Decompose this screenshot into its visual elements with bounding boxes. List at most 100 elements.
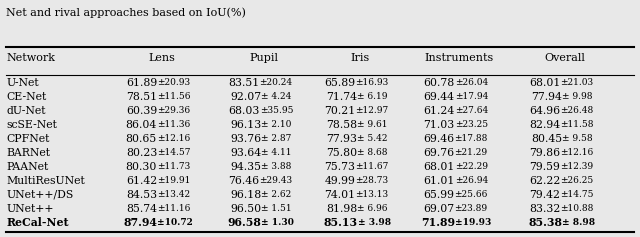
Text: ±26.48: ±26.48: [560, 106, 593, 115]
Text: ±29.36: ±29.36: [157, 106, 190, 115]
Text: 80.65: 80.65: [125, 134, 157, 144]
Text: ±20.24: ±20.24: [259, 78, 292, 87]
Text: 65.99: 65.99: [424, 190, 454, 200]
Text: 83.32: 83.32: [529, 204, 560, 214]
Text: 77.93: 77.93: [326, 134, 357, 144]
Text: 77.94: 77.94: [531, 92, 562, 102]
Text: ±11.58: ±11.58: [560, 120, 594, 129]
Text: ± 2.87: ± 2.87: [261, 134, 291, 143]
Text: ± 6.19: ± 6.19: [357, 92, 388, 101]
Text: Instruments: Instruments: [424, 53, 494, 63]
Text: 80.23: 80.23: [126, 148, 157, 158]
Text: ± 8.68: ± 8.68: [357, 148, 388, 157]
Text: ±26.04: ±26.04: [454, 78, 488, 87]
Text: ± 8.98: ± 8.98: [563, 218, 595, 227]
Text: 96.58: 96.58: [227, 217, 261, 228]
Text: 82.94: 82.94: [529, 120, 560, 130]
Text: 61.42: 61.42: [126, 176, 157, 186]
Text: scSE-Net: scSE-Net: [6, 120, 57, 130]
Text: 87.94: 87.94: [123, 217, 157, 228]
Text: BARNet: BARNet: [6, 148, 51, 158]
Text: ±11.56: ±11.56: [157, 92, 191, 101]
Text: ±12.97: ±12.97: [355, 106, 388, 115]
Text: 79.42: 79.42: [529, 190, 560, 200]
Text: 65.89: 65.89: [324, 78, 355, 88]
Text: ± 9.58: ± 9.58: [562, 134, 593, 143]
Text: dU-Net: dU-Net: [6, 106, 46, 116]
Text: ±21.03: ±21.03: [560, 78, 593, 87]
Text: CPFNet: CPFNet: [6, 134, 50, 144]
Text: 84.53: 84.53: [126, 190, 157, 200]
Text: ±23.89: ±23.89: [454, 204, 488, 213]
Text: ±27.64: ±27.64: [454, 106, 488, 115]
Text: MultiResUNet: MultiResUNet: [6, 176, 85, 186]
Text: Iris: Iris: [350, 53, 370, 63]
Text: 62.22: 62.22: [529, 176, 560, 186]
Text: 78.58: 78.58: [326, 120, 357, 130]
Text: Net and rival approaches based on IoU(%): Net and rival approaches based on IoU(%): [6, 7, 246, 18]
Text: ±12.16: ±12.16: [157, 134, 190, 143]
Text: ±12.39: ±12.39: [560, 162, 593, 171]
Text: ±28.73: ±28.73: [355, 176, 388, 185]
Text: 79.86: 79.86: [529, 148, 560, 158]
Text: 92.07: 92.07: [230, 92, 261, 102]
Text: ± 1.30: ± 1.30: [261, 218, 294, 227]
Text: 96.18: 96.18: [230, 190, 261, 200]
Text: 74.01: 74.01: [324, 190, 355, 200]
Text: ±20.93: ±20.93: [157, 78, 190, 87]
Text: ±14.57: ±14.57: [157, 148, 191, 157]
Text: ± 9.61: ± 9.61: [357, 120, 388, 129]
Text: 69.46: 69.46: [424, 134, 454, 144]
Text: U-Net: U-Net: [6, 78, 39, 88]
Text: 49.99: 49.99: [324, 176, 355, 186]
Text: ±25.66: ±25.66: [454, 190, 488, 199]
Text: ± 4.11: ± 4.11: [261, 148, 292, 157]
Text: 86.04: 86.04: [125, 120, 157, 130]
Text: ReCal-Net: ReCal-Net: [6, 217, 69, 228]
Text: UNet++: UNet++: [6, 204, 54, 214]
Text: 69.44: 69.44: [424, 92, 454, 102]
Text: ±17.94: ±17.94: [454, 92, 488, 101]
Text: 78.51: 78.51: [126, 92, 157, 102]
Text: 83.51: 83.51: [228, 78, 259, 88]
Text: 69.07: 69.07: [424, 204, 454, 214]
Text: ±11.16: ±11.16: [157, 204, 190, 213]
Text: ±19.91: ±19.91: [157, 176, 191, 185]
Text: 60.78: 60.78: [424, 78, 454, 88]
Text: 61.24: 61.24: [424, 106, 454, 116]
Text: Overall: Overall: [545, 53, 585, 63]
Text: ±26.25: ±26.25: [560, 176, 593, 185]
Text: PAANet: PAANet: [6, 162, 49, 172]
Text: 68.01: 68.01: [529, 78, 560, 88]
Text: UNet++/DS: UNet++/DS: [6, 190, 74, 200]
Text: 71.03: 71.03: [424, 120, 454, 130]
Text: 85.74: 85.74: [126, 204, 157, 214]
Text: 61.01: 61.01: [424, 176, 455, 186]
Text: ± 1.51: ± 1.51: [261, 204, 292, 213]
Text: 64.96: 64.96: [529, 106, 560, 116]
Text: ±11.73: ±11.73: [157, 162, 190, 171]
Text: ±23.25: ±23.25: [454, 120, 488, 129]
Text: 96.50: 96.50: [230, 204, 261, 214]
Text: 96.13: 96.13: [230, 120, 261, 130]
Text: ±35.95: ±35.95: [260, 106, 293, 115]
Text: ± 3.98: ± 3.98: [358, 218, 390, 227]
Text: ±11.67: ±11.67: [355, 162, 388, 171]
Text: 81.98: 81.98: [326, 204, 357, 214]
Text: ± 2.10: ± 2.10: [261, 120, 291, 129]
Text: ±16.93: ±16.93: [355, 78, 388, 87]
Text: 60.39: 60.39: [126, 106, 157, 116]
Text: 71.89: 71.89: [420, 217, 454, 228]
Text: 85.38: 85.38: [528, 217, 563, 228]
Text: 68.01: 68.01: [423, 162, 454, 172]
Text: ±21.29: ±21.29: [454, 148, 488, 157]
Text: 94.35: 94.35: [230, 162, 261, 172]
Text: ± 2.62: ± 2.62: [261, 190, 291, 199]
Text: ±22.29: ±22.29: [454, 162, 488, 171]
Text: 68.03: 68.03: [228, 106, 260, 116]
Text: ±17.88: ±17.88: [454, 134, 488, 143]
Text: ±13.13: ±13.13: [355, 190, 388, 199]
Text: 70.21: 70.21: [324, 106, 355, 116]
Text: 61.89: 61.89: [126, 78, 157, 88]
Text: 80.45: 80.45: [531, 134, 562, 144]
